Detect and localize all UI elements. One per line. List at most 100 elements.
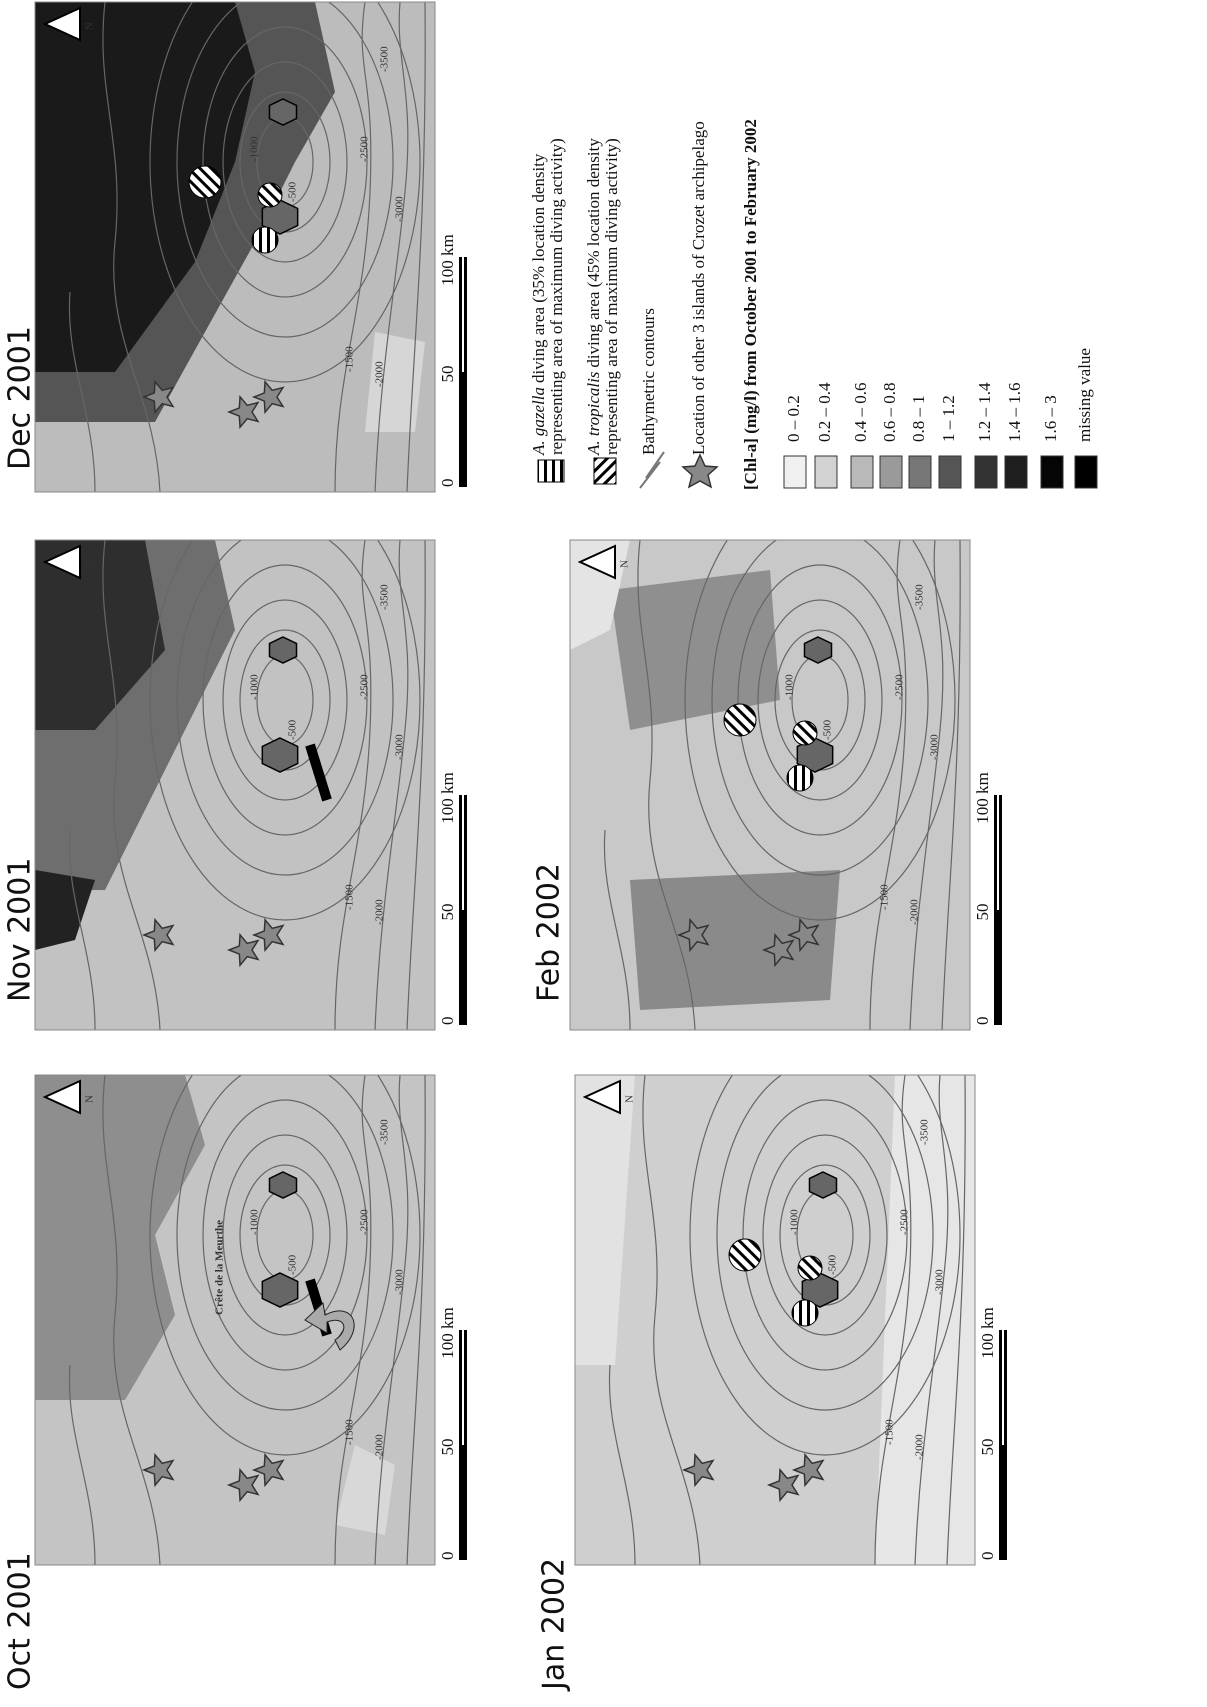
contour [222, 61, 348, 263]
map-background [575, 1075, 975, 1565]
contour [149, 1075, 421, 1456]
scale-label: 0 [438, 1017, 457, 1026]
chl-swatch [1004, 455, 1028, 489]
panel-title: Feb 2002 [532, 863, 567, 1002]
contour [222, 1134, 348, 1336]
island-star [786, 917, 820, 953]
legend: A. gazella diving area (35% location dens… [529, 119, 1098, 490]
island [261, 1272, 299, 1308]
island-star [251, 917, 285, 953]
map-frame [34, 1074, 436, 1566]
map-frame [574, 1074, 976, 1566]
tropicalis-area [257, 182, 283, 208]
contour [334, 540, 372, 1030]
scale-label: 50 [438, 904, 457, 921]
contour [689, 1075, 961, 1456]
contour-label: -1500 [344, 1419, 356, 1445]
star-symbol [681, 453, 719, 489]
panel-title: Jan 2002 [537, 1558, 572, 1692]
contour-label: -3500 [379, 584, 391, 610]
gazella-area [791, 1299, 819, 1327]
island-star [141, 917, 175, 953]
chl-swatch [908, 455, 932, 489]
contour [762, 1134, 888, 1336]
map-frame [569, 539, 971, 1031]
contour [102, 1075, 161, 1565]
scale-label: 50 [973, 904, 992, 921]
contour [176, 540, 394, 876]
island [268, 636, 298, 664]
legend-symbols [537, 451, 719, 489]
map-frame [34, 539, 436, 1031]
island [796, 737, 834, 773]
contour [102, 2, 161, 492]
chl-label: 1.4 – 1.6 [1005, 383, 1024, 443]
island-star [226, 1467, 260, 1503]
tropicalis-area [723, 703, 757, 737]
contour [374, 1075, 409, 1565]
contour-label: -2000 [909, 899, 921, 925]
scale-label: 0 [978, 1552, 997, 1561]
contour [914, 1075, 949, 1565]
contour [334, 2, 372, 492]
chl-swatch [938, 455, 962, 489]
contour-label: -2000 [374, 899, 386, 925]
legend-label: representing area of maximum diving acti… [602, 138, 621, 455]
island-star [766, 1467, 800, 1503]
north-label: N [84, 1095, 96, 1103]
tropicalis-symbol [593, 457, 617, 485]
contour-label: -3000 [394, 1269, 406, 1295]
chl-label: 0.2 – 0.4 [815, 382, 834, 442]
contour [102, 540, 161, 1030]
chl-swatch [1040, 455, 1064, 489]
chl-patch [335, 1445, 395, 1535]
contour-label: -1000 [249, 674, 261, 700]
scale-label: 50 [438, 1439, 457, 1456]
chl-swatch [814, 455, 838, 489]
chl-label: 1 – 1.2 [939, 395, 958, 442]
contour-label: -2500 [894, 674, 906, 700]
contour [603, 829, 631, 1030]
island [801, 1272, 839, 1308]
contour-label: -2500 [359, 136, 371, 162]
contour [406, 2, 426, 492]
contour [374, 540, 409, 1030]
map: -500 -1000 -1500 -2000 -2500 -3000 -3500 N [570, 540, 970, 1030]
island-star [251, 379, 285, 415]
north-label: N [84, 22, 96, 30]
island [268, 1171, 298, 1199]
panel-title: Oct 2001 [3, 1552, 38, 1690]
legend-label: Bathymetric contours [639, 308, 658, 455]
map-panel: -500 -1000 -1500 -2000 -2500 -3000 -3500 N Feb 2… [532, 539, 1002, 1031]
map: -500 -1000 -1500 -2000 -2500 -3000 -3500 N [35, 540, 435, 1030]
legend-text: diving area (45% location density [584, 138, 603, 368]
contour [874, 1075, 912, 1565]
contour [222, 599, 348, 801]
contour-label: -500 [287, 719, 299, 740]
contour-label: -1000 [789, 1209, 801, 1235]
contour [941, 540, 961, 1030]
contour [68, 291, 96, 492]
chl-patch [35, 2, 255, 372]
map-panel: -500 -1000 -1500 -2000 -2500 -3000 -3500 N Dec 2… [3, 1, 467, 493]
contour-label: -1000 [249, 1209, 261, 1235]
map-panel: -500 -1000 -1500 -2000 -2500 -3000 -3500 Crête … [3, 1074, 467, 1690]
chl-label: missing value [1075, 348, 1094, 442]
panel-title: Nov 2001 [3, 858, 38, 1002]
chl-swatch [850, 455, 874, 489]
chl-swatch [879, 455, 903, 489]
ridge-arrow [304, 1301, 355, 1351]
north-arrow [577, 544, 616, 580]
chl-patch [630, 870, 840, 1010]
scale-label: 0 [438, 1552, 457, 1561]
chl-patch [35, 870, 95, 950]
north-label: N [624, 1095, 636, 1103]
chl-swatch [783, 455, 807, 489]
contour [202, 564, 368, 836]
chl-patch [35, 1075, 205, 1400]
north-arrow [42, 544, 81, 580]
contour-label: -500 [287, 1254, 299, 1275]
contour-symbol [639, 451, 665, 489]
map: -500 -1000 -1500 -2000 -2500 -3000 -3500 Crête … [35, 1075, 435, 1565]
island [261, 199, 299, 235]
